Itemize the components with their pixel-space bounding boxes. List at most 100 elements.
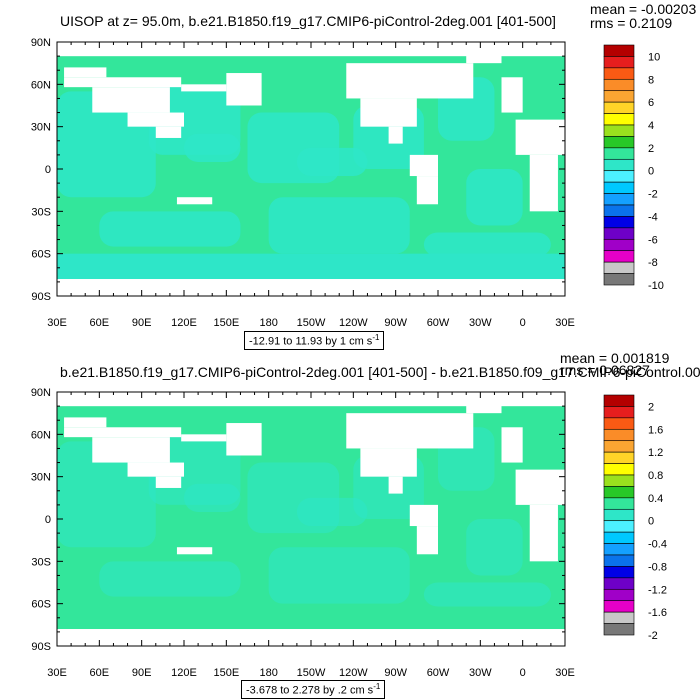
field-band (99, 561, 241, 597)
colorbar-label: 4 (648, 120, 654, 132)
colorbar-label: 6 (648, 97, 654, 109)
x-tick-label: 60W (427, 317, 450, 329)
colorbar-label: -0.8 (648, 561, 667, 573)
x-tick-label: 90W (384, 317, 407, 329)
colorbar-swatch (603, 238, 635, 252)
colorbar-label: 10 (648, 51, 660, 63)
y-tick-label: 60S (31, 599, 51, 611)
land-mask (127, 462, 184, 477)
x-tick-label: 180 (259, 317, 277, 329)
colorbar-label: 8 (648, 74, 654, 86)
land-mask (64, 77, 182, 88)
colorbar-swatch (603, 543, 635, 556)
land-mask (466, 403, 502, 414)
colorbar-label: 1.2 (648, 447, 663, 459)
land-mask (64, 427, 182, 438)
colorbar-swatch (603, 193, 635, 206)
field-band (268, 197, 410, 254)
colorbar-label: 0.8 (648, 470, 663, 482)
x-tick-label: 30W (469, 667, 492, 679)
map-plot-2: 30E 60E 90E 120E 150E 180 150W 120W 90W 60W 30W 0 30… (31, 387, 667, 679)
colorbar-swatch (603, 56, 635, 69)
colorbar-label: -1.6 (648, 607, 667, 619)
colorbar-swatch (603, 204, 635, 217)
land-mask (515, 469, 565, 505)
x-tick-label: 60E (90, 667, 110, 679)
colorbar-swatch (603, 440, 635, 453)
colorbar-swatch (603, 406, 635, 419)
field-band (466, 519, 523, 576)
colorbar-swatch (603, 520, 635, 533)
colorbar-swatch (603, 261, 635, 274)
land-mask (501, 427, 523, 463)
panel-1-range-label: -12.91 to 11.93 by 1 cm s-1 (244, 331, 385, 350)
land-mask (409, 504, 438, 527)
y-tick-label: 90N (31, 37, 51, 49)
colorbar-swatch (603, 216, 635, 229)
x-tick-label: 30W (469, 317, 492, 329)
map-field-0 (57, 42, 565, 296)
land-mask (181, 434, 227, 442)
x-tick-label: 30E (555, 317, 575, 329)
land-mask (226, 423, 262, 456)
x-tick-label: 150E (213, 667, 239, 679)
x-tick-label: 120W (339, 667, 368, 679)
panel-2-mean: mean = 0.001819 (560, 350, 670, 366)
colorbar-label: -6 (648, 234, 658, 246)
land-mask (388, 126, 403, 144)
colorbar-swatch (603, 566, 635, 579)
x-tick-label: 30E (47, 667, 67, 679)
colorbar-label: 0 (648, 516, 654, 528)
colorbar-swatch (603, 577, 635, 590)
y-tick-label: 30S (31, 206, 51, 218)
colorbar-swatch (603, 227, 635, 240)
field-band (268, 547, 410, 604)
y-tick-label: 60N (31, 79, 51, 91)
field-band (184, 133, 241, 162)
x-tick-label: 120W (339, 317, 368, 329)
x-tick-label: 90E (132, 667, 152, 679)
y-tick-label: 90N (31, 387, 51, 399)
land-mask (515, 119, 565, 155)
colorbar-label: -1.2 (648, 584, 667, 596)
colorbar-swatch (603, 588, 635, 602)
colorbar-swatch (603, 451, 635, 464)
land-mask (176, 547, 213, 555)
x-tick-label: 150E (213, 317, 239, 329)
colorbar-swatch (603, 90, 635, 103)
colorbar-label: 2 (648, 143, 654, 155)
colorbar-swatch (603, 78, 635, 92)
colorbar-swatch (603, 611, 635, 624)
x-tick-label: 150W (297, 667, 326, 679)
panel-1-mean: mean = -0.00203 (590, 1, 697, 17)
colorbar-swatch (603, 417, 635, 430)
colorbar-swatch (603, 147, 635, 160)
land-mask (176, 197, 213, 205)
y-tick-label: 30N (31, 472, 51, 484)
y-tick-label: 0 (45, 514, 51, 526)
land-mask (388, 476, 403, 494)
land-mask (226, 73, 262, 106)
x-tick-label: 90W (384, 667, 407, 679)
colorbar-swatch (603, 623, 635, 636)
colorbar-swatch (603, 44, 635, 57)
colorbar-label: 2 (648, 401, 654, 413)
colorbar-label: -8 (648, 257, 658, 269)
colorbar-swatch (603, 463, 635, 476)
land-mask (181, 84, 227, 92)
land-mask (346, 413, 474, 449)
land-mask (346, 63, 474, 99)
land-mask (92, 437, 170, 463)
x-tick-label: 60E (90, 317, 110, 329)
land-mask (92, 87, 170, 113)
colorbar-label: -2 (648, 630, 658, 642)
colorbar-swatch (603, 124, 635, 137)
land-mask (360, 448, 417, 477)
colorbar-label: 0 (648, 166, 654, 178)
field-band (466, 169, 523, 226)
colorbar-swatch (603, 250, 635, 263)
colorbar-swatch (603, 497, 635, 510)
land-mask (529, 504, 558, 562)
colorbar-label: -2 (648, 189, 658, 201)
y-tick-label: 0 (45, 164, 51, 176)
